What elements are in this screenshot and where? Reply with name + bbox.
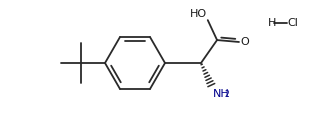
Text: O: O <box>240 37 249 47</box>
Text: NH: NH <box>213 89 230 99</box>
Text: H: H <box>268 18 276 28</box>
Text: HO: HO <box>189 9 207 19</box>
Text: 2: 2 <box>225 90 230 99</box>
Text: Cl: Cl <box>287 18 298 28</box>
